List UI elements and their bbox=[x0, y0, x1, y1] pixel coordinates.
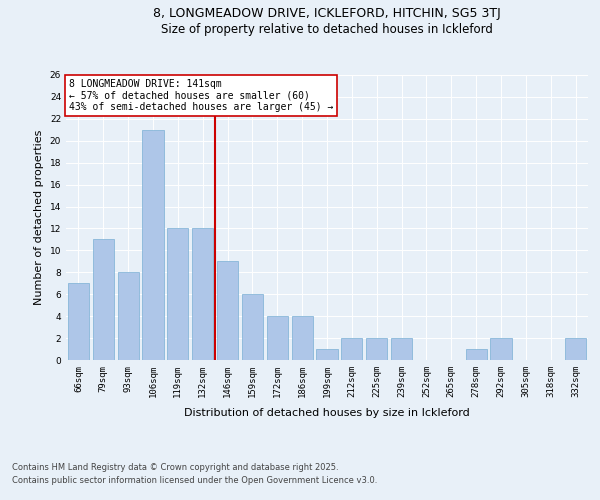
Bar bbox=[316, 349, 338, 360]
Bar bbox=[292, 316, 313, 360]
Bar bbox=[93, 240, 114, 360]
Bar bbox=[267, 316, 288, 360]
Bar bbox=[142, 130, 164, 360]
Bar bbox=[242, 294, 263, 360]
Text: 8 LONGMEADOW DRIVE: 141sqm
← 57% of detached houses are smaller (60)
43% of semi: 8 LONGMEADOW DRIVE: 141sqm ← 57% of deta… bbox=[68, 80, 333, 112]
Bar bbox=[466, 349, 487, 360]
Bar bbox=[118, 272, 139, 360]
Bar bbox=[192, 228, 213, 360]
Bar bbox=[341, 338, 362, 360]
Bar bbox=[391, 338, 412, 360]
Text: Size of property relative to detached houses in Ickleford: Size of property relative to detached ho… bbox=[161, 22, 493, 36]
Bar bbox=[167, 228, 188, 360]
Bar bbox=[366, 338, 387, 360]
Y-axis label: Number of detached properties: Number of detached properties bbox=[34, 130, 44, 305]
Bar bbox=[217, 262, 238, 360]
Text: 8, LONGMEADOW DRIVE, ICKLEFORD, HITCHIN, SG5 3TJ: 8, LONGMEADOW DRIVE, ICKLEFORD, HITCHIN,… bbox=[153, 8, 501, 20]
Text: Contains HM Land Registry data © Crown copyright and database right 2025.: Contains HM Land Registry data © Crown c… bbox=[12, 462, 338, 471]
Bar bbox=[68, 284, 89, 360]
Bar bbox=[490, 338, 512, 360]
Text: Distribution of detached houses by size in Ickleford: Distribution of detached houses by size … bbox=[184, 408, 470, 418]
Bar bbox=[565, 338, 586, 360]
Text: Contains public sector information licensed under the Open Government Licence v3: Contains public sector information licen… bbox=[12, 476, 377, 485]
